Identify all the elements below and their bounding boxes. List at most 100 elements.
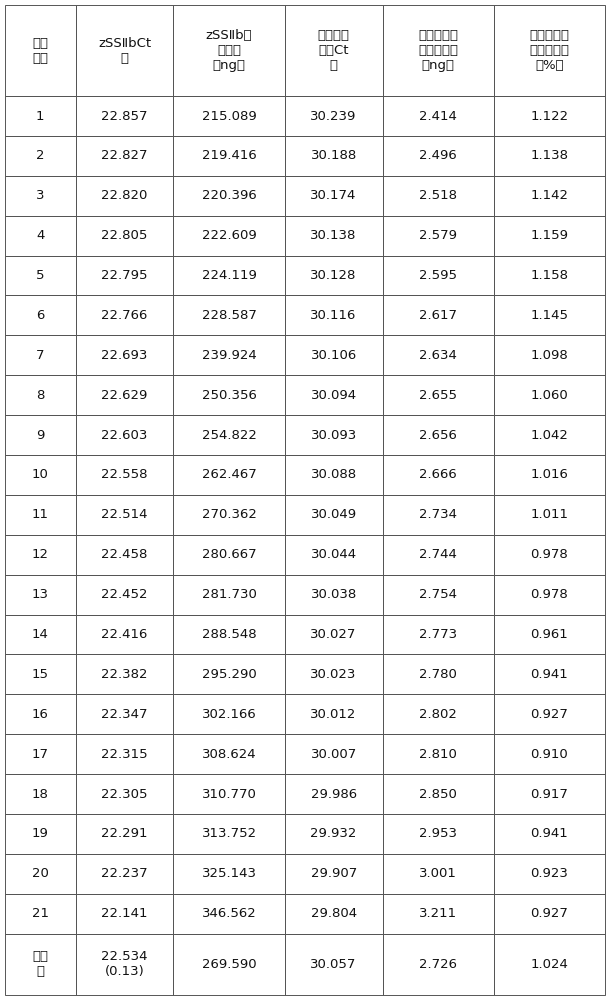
Bar [285,176,382,216]
Text: 21: 21 [32,907,49,920]
Text: 14: 14 [32,628,49,641]
Text: 9: 9 [36,429,45,442]
Text: 0.978: 0.978 [531,588,569,601]
Bar [285,335,382,375]
Text: 0.910: 0.910 [531,748,569,761]
Bar [173,415,285,455]
Text: 22.534
(0.13): 22.534 (0.13) [101,950,148,978]
Bar [5,774,76,814]
Text: 1.159: 1.159 [531,229,569,242]
Bar [382,774,494,814]
Bar [285,256,382,295]
Bar [76,774,173,814]
Text: 30.128: 30.128 [310,269,357,282]
Bar [494,615,605,654]
Bar [382,335,494,375]
Text: 0.927: 0.927 [531,907,569,920]
Bar [285,654,382,694]
Text: 262.467: 262.467 [202,468,256,481]
Bar [494,295,605,335]
Bar [173,216,285,256]
Bar [494,575,605,615]
Text: 品系特异片
段相对含量
（%）: 品系特异片 段相对含量 （%） [529,29,570,72]
Bar [494,734,605,774]
Bar [382,854,494,894]
Text: 品系特异片
段绝对含量
（ng）: 品系特异片 段绝对含量 （ng） [418,29,458,72]
Text: 1.060: 1.060 [531,389,569,402]
Bar [285,375,382,415]
Text: 30.088: 30.088 [310,468,357,481]
Bar [382,415,494,455]
Bar [494,694,605,734]
Text: 22.514: 22.514 [101,508,148,521]
Text: 0.927: 0.927 [531,708,569,721]
Text: 30.116: 30.116 [310,309,357,322]
Text: 30.057: 30.057 [310,958,357,971]
Text: 22.693: 22.693 [101,349,148,362]
Bar [76,136,173,176]
Bar [494,934,605,995]
Text: 281.730: 281.730 [202,588,257,601]
Text: 1.158: 1.158 [531,269,569,282]
Text: 22.857: 22.857 [101,110,148,123]
Bar [285,495,382,535]
Bar [382,694,494,734]
Bar [76,96,173,136]
Text: 30.239: 30.239 [310,110,357,123]
Bar [5,934,76,995]
Text: 15: 15 [32,668,49,681]
Bar [76,375,173,415]
Bar [5,894,76,934]
Bar [173,96,285,136]
Bar [494,894,605,934]
Bar [5,694,76,734]
Text: 2.617: 2.617 [419,309,458,322]
Bar [5,854,76,894]
Bar [382,934,494,995]
Text: 22.347: 22.347 [101,708,148,721]
Bar [5,256,76,295]
Bar [5,176,76,216]
Bar [382,216,494,256]
Text: 22.820: 22.820 [101,189,148,202]
Bar [382,575,494,615]
Bar [285,5,382,96]
Bar [173,375,285,415]
Text: 22.603: 22.603 [101,429,148,442]
Text: 22.458: 22.458 [101,548,148,561]
Text: 228.587: 228.587 [202,309,257,322]
Bar [382,495,494,535]
Bar [494,216,605,256]
Bar [173,5,285,96]
Text: 0.978: 0.978 [531,548,569,561]
Bar [5,136,76,176]
Text: 22.315: 22.315 [101,748,148,761]
Text: 0.961: 0.961 [531,628,569,641]
Bar [5,216,76,256]
Text: 11: 11 [32,508,49,521]
Bar [5,814,76,854]
Text: 22.382: 22.382 [101,668,148,681]
Bar [382,535,494,575]
Bar [285,415,382,455]
Bar [285,774,382,814]
Bar [285,814,382,854]
Bar [5,5,76,96]
Bar [76,654,173,694]
Text: 215.089: 215.089 [202,110,256,123]
Text: 295.290: 295.290 [202,668,256,681]
Text: 1.138: 1.138 [531,149,569,162]
Text: 0.941: 0.941 [531,668,569,681]
Text: 2.744: 2.744 [419,548,457,561]
Bar [494,455,605,495]
Text: 7: 7 [36,349,45,362]
Text: 13: 13 [32,588,49,601]
Text: 2.953: 2.953 [419,827,458,840]
Bar [382,295,494,335]
Bar [382,814,494,854]
Text: 30.038: 30.038 [310,588,357,601]
Text: 288.548: 288.548 [202,628,256,641]
Bar [5,734,76,774]
Bar [173,256,285,295]
Bar [5,495,76,535]
